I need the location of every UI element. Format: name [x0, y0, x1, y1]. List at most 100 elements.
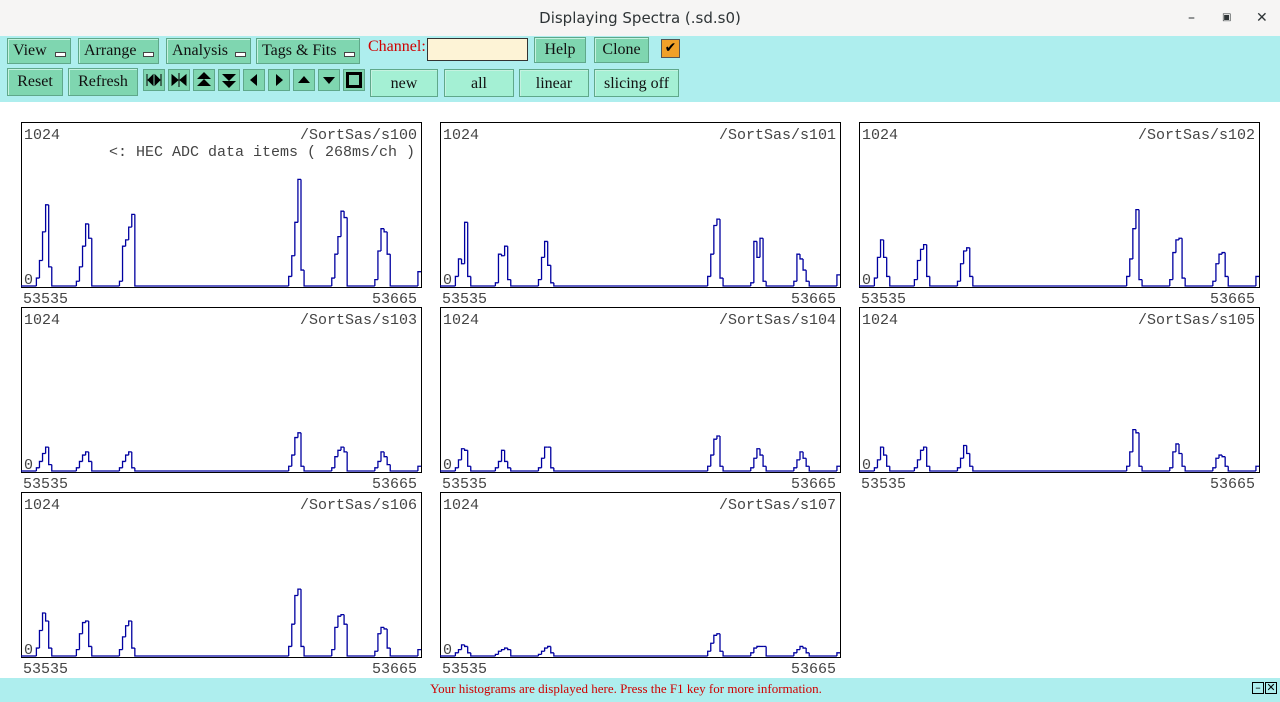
minimize-button[interactable]: – — [1188, 10, 1195, 26]
histogram-bin — [340, 613, 345, 617]
menu-label: Tags & Fits — [262, 42, 337, 59]
histogram-bin — [1227, 466, 1256, 472]
channel-label: Channel: — [368, 38, 426, 55]
clone-button[interactable]: Clone — [594, 37, 649, 63]
histogram-bin — [802, 258, 807, 271]
reset-button[interactable]: Reset — [7, 68, 63, 96]
histogram-bin — [722, 278, 751, 287]
title-bar: Displaying Spectra (.sd.s0) – ▣ ✕ — [0, 0, 1280, 37]
histogram-bin — [537, 278, 542, 286]
histogram-bin — [550, 646, 554, 654]
mode-button[interactable]: new — [370, 69, 438, 97]
right-icon[interactable] — [268, 69, 290, 91]
histogram-bin — [889, 276, 915, 287]
histogram-bin — [537, 467, 542, 471]
menu-button[interactable]: Tags & Fits — [256, 38, 360, 64]
histogram-bin — [510, 279, 539, 287]
histogram-bin — [762, 238, 767, 282]
y-tick-label: 0 — [24, 642, 33, 659]
histogram-bin — [1126, 275, 1130, 286]
histogram-bin — [84, 451, 89, 456]
histogram-bin — [303, 270, 332, 287]
histogram-bin — [507, 246, 511, 281]
histogram-bin — [1129, 258, 1133, 277]
histogram-bin — [417, 465, 421, 471]
histogram-bin — [300, 432, 305, 467]
histogram-bin — [460, 258, 465, 265]
histogram-bin — [38, 629, 43, 649]
x-tick-label: 53535 — [23, 476, 68, 493]
histogram-bin — [756, 448, 760, 459]
maximize-button[interactable]: ▣ — [1222, 12, 1232, 23]
fit-x-icon[interactable] — [143, 69, 165, 91]
refresh-button[interactable]: Refresh — [68, 68, 138, 96]
y-tick-label: 1024 — [24, 312, 60, 329]
x-tick-label: 53535 — [861, 476, 906, 493]
x-tick-label: 53665 — [791, 661, 836, 678]
histogram-bin — [1138, 432, 1143, 467]
scale-down-icon[interactable] — [218, 69, 240, 91]
spectrum-title: /SortSas/s101 — [719, 127, 836, 144]
x-tick-label: 53535 — [23, 661, 68, 678]
histogram-bin — [128, 226, 132, 240]
stop-icon[interactable] — [343, 69, 365, 91]
help-button[interactable]: Help — [534, 37, 586, 63]
histogram-bin — [467, 450, 471, 467]
histogram-bin — [386, 231, 391, 255]
histogram-bin — [876, 459, 881, 468]
histogram-bin — [543, 647, 548, 652]
histogram-bin — [35, 647, 40, 656]
histogram-bin — [494, 282, 499, 286]
histogram-bin — [454, 275, 459, 286]
minimize-status[interactable]: – — [1252, 682, 1264, 694]
histogram-bin — [799, 254, 804, 260]
scale-up-icon[interactable] — [193, 69, 215, 91]
histogram-bin — [540, 650, 545, 655]
histogram-bin — [288, 275, 292, 286]
histogram-bin — [722, 466, 751, 472]
mode-button[interactable]: linear — [519, 69, 589, 97]
histogram-bin — [500, 449, 505, 462]
histogram-bin — [1175, 239, 1179, 253]
histogram-bin — [1218, 253, 1223, 264]
dropdown-indicator — [344, 52, 355, 57]
histogram-bin — [750, 282, 754, 286]
menu-button[interactable]: Analysis — [166, 38, 251, 64]
panel-frame — [859, 122, 1260, 288]
histogram-bin — [926, 244, 930, 278]
histogram-bin — [962, 444, 967, 459]
channel-input[interactable] — [427, 38, 528, 61]
expand-x-icon[interactable] — [168, 69, 190, 91]
up-icon[interactable] — [293, 69, 315, 91]
histogram-bin — [1132, 428, 1136, 452]
histogram-bin — [291, 255, 295, 277]
panel-frame — [440, 122, 841, 288]
histogram-bin — [294, 436, 298, 456]
histogram-bin — [380, 451, 385, 462]
histogram-bin — [547, 241, 551, 266]
down-icon[interactable] — [318, 69, 340, 91]
histogram-bin — [374, 278, 378, 286]
histogram-bin — [959, 263, 964, 282]
left-icon[interactable] — [243, 69, 265, 91]
histogram-bin — [805, 458, 810, 467]
histogram-bin — [383, 451, 388, 458]
histogram-bin — [340, 210, 345, 237]
histogram-bin — [118, 648, 123, 656]
histogram-bin — [463, 644, 468, 648]
mode-button[interactable]: all — [444, 69, 514, 97]
checkbox[interactable]: ✔ — [661, 39, 680, 58]
menu-button[interactable]: Arrange — [78, 38, 159, 64]
histogram-bin — [503, 245, 508, 256]
mode-button[interactable]: slicing off — [594, 69, 679, 97]
histogram-bin — [383, 228, 388, 233]
spectra-area: 0 1024 53535 53665/SortSas/s100<: HEC ADC d… — [21, 122, 1260, 678]
histogram-bin — [346, 451, 375, 472]
close-button[interactable]: ✕ — [1256, 10, 1268, 26]
histogram-bin — [1178, 237, 1183, 240]
histogram-bin — [51, 464, 77, 472]
histogram-bin — [81, 245, 86, 267]
close-status[interactable]: ✕ — [1265, 681, 1277, 694]
histogram-bin — [291, 454, 295, 467]
menu-button[interactable]: View — [7, 38, 71, 64]
